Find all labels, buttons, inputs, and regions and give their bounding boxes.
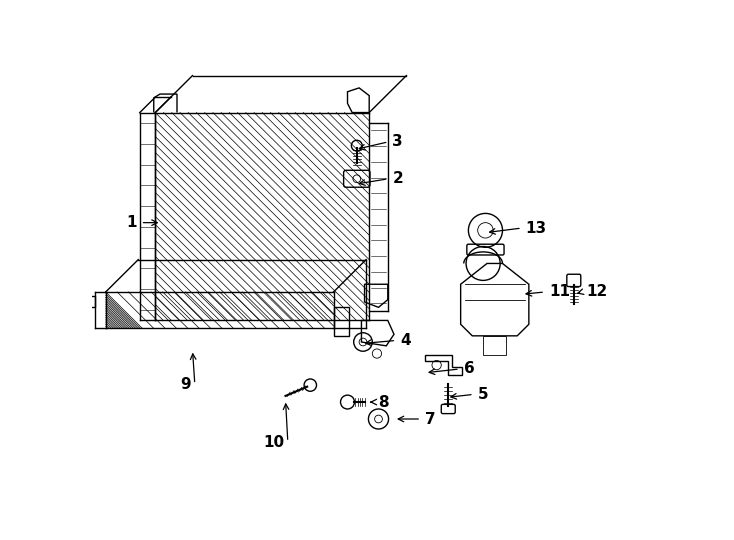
- Text: 9: 9: [181, 377, 191, 392]
- Text: 5: 5: [478, 387, 488, 402]
- Text: 2: 2: [393, 171, 403, 186]
- Text: 6: 6: [464, 361, 474, 376]
- Text: 10: 10: [263, 435, 284, 450]
- Text: 1: 1: [126, 215, 137, 230]
- Text: 11: 11: [549, 285, 570, 300]
- Text: 3: 3: [393, 134, 403, 149]
- Text: 7: 7: [425, 411, 435, 427]
- Text: 8: 8: [379, 395, 389, 409]
- Text: 4: 4: [400, 333, 411, 348]
- Text: 12: 12: [586, 285, 608, 300]
- Text: 13: 13: [526, 220, 547, 235]
